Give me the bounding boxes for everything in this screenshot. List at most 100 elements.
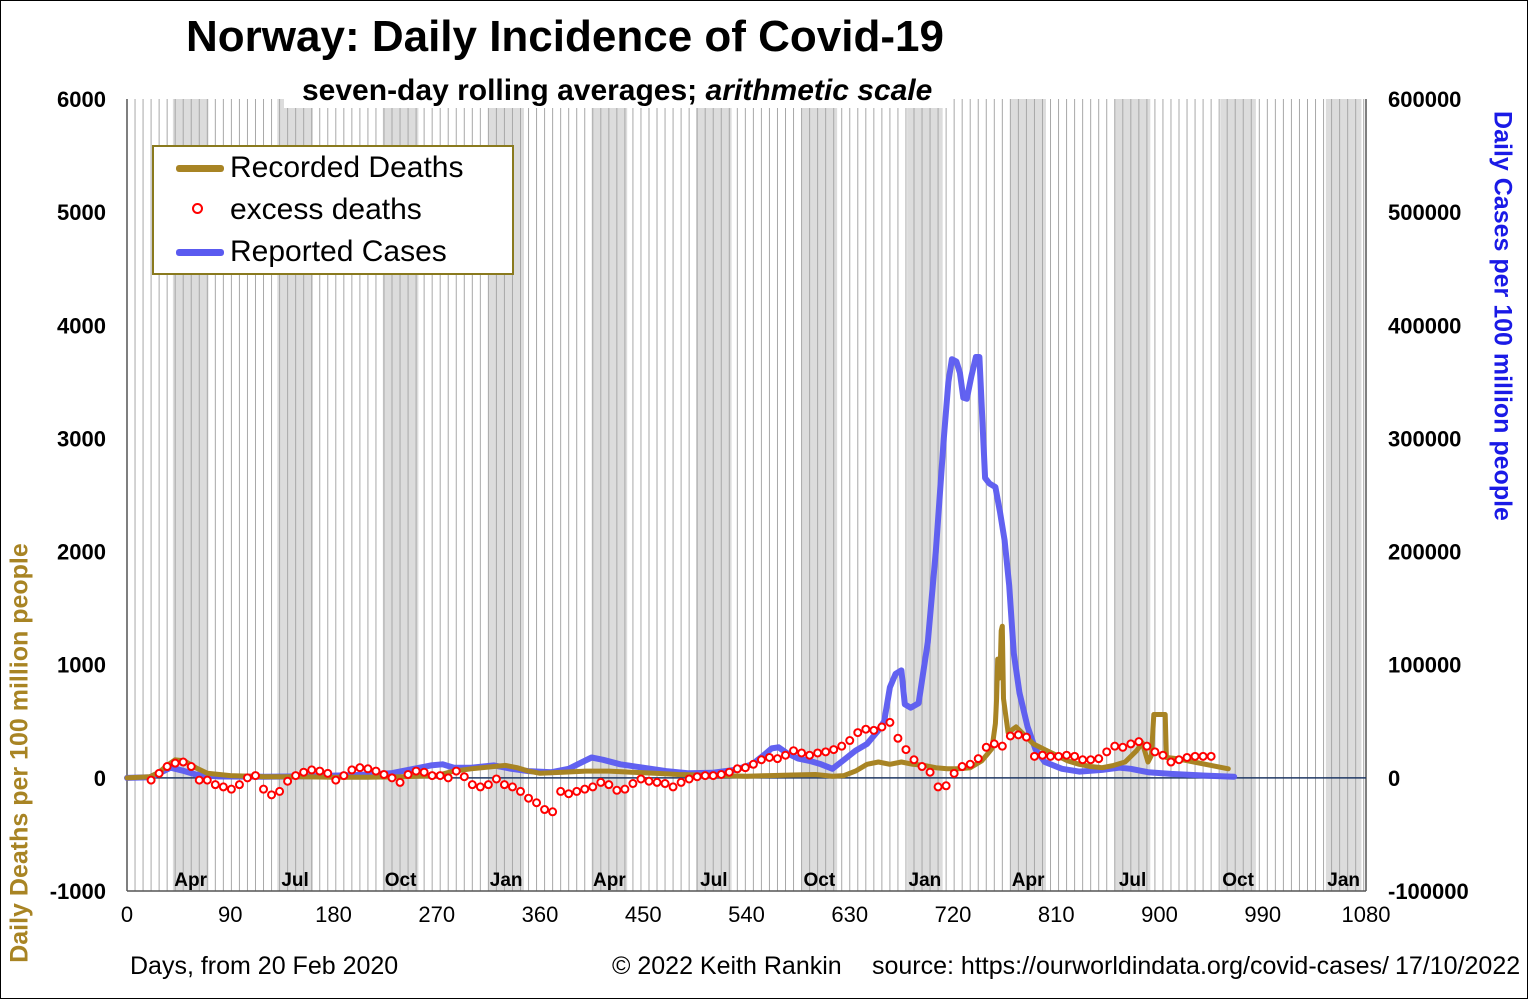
excess-deaths-point <box>580 784 590 794</box>
excess-deaths-point <box>162 762 172 772</box>
excess-deaths-point <box>588 782 598 792</box>
excess-deaths-point <box>660 779 670 789</box>
excess-deaths-point <box>628 779 638 789</box>
excess-deaths-point <box>170 758 180 768</box>
y-left-label-text: Daily Deaths per 100 million people <box>5 543 34 963</box>
y-tick-label-left: 6000 <box>57 87 106 112</box>
excess-deaths-point <box>291 771 301 781</box>
excess-deaths-point <box>572 786 582 796</box>
excess-deaths-point <box>371 766 381 776</box>
month-label: Oct <box>385 870 417 891</box>
month-label: Apr <box>174 870 207 891</box>
subtitle-main: seven-day rolling averages; <box>302 74 698 107</box>
excess-deaths-point <box>1029 751 1039 761</box>
legend-item-excess-deaths: excess deaths <box>154 191 512 231</box>
y-tick-label-right: 100000 <box>1388 653 1461 678</box>
excess-deaths-point <box>1094 754 1104 764</box>
month-label: Jan <box>1327 870 1360 891</box>
excess-deaths-point <box>893 733 903 743</box>
excess-deaths-point <box>307 765 317 775</box>
excess-deaths-point <box>724 767 734 777</box>
excess-deaths-point <box>933 782 943 792</box>
excess-deaths-point <box>805 750 815 760</box>
excess-deaths-point <box>283 776 293 786</box>
y-tick-label-right: 200000 <box>1388 540 1461 565</box>
month-label: Apr <box>1012 870 1045 891</box>
x-tick-label: 360 <box>522 902 559 927</box>
excess-deaths-point <box>837 741 847 751</box>
excess-deaths-point <box>267 790 277 800</box>
excess-deaths-point <box>861 724 871 734</box>
excess-deaths-point <box>1062 750 1072 760</box>
excess-deaths-point <box>885 717 895 727</box>
excess-deaths-point <box>612 785 622 795</box>
excess-deaths-point <box>941 781 951 791</box>
excess-deaths-point <box>419 767 429 777</box>
excess-deaths-point <box>178 757 188 767</box>
excess-deaths-point <box>242 773 252 783</box>
legend-item-recorded-deaths: Recorded Deaths <box>154 149 512 189</box>
x-tick-label: 0 <box>121 902 133 927</box>
excess-deaths-point <box>1005 731 1015 741</box>
y-tick-label-right: 600000 <box>1388 87 1461 112</box>
excess-deaths-point <box>1037 750 1047 760</box>
excess-deaths-point <box>331 775 341 785</box>
x-tick-label: 540 <box>728 902 765 927</box>
excess-deaths-point <box>323 768 333 778</box>
y-tick-label-left: -1000 <box>50 879 106 904</box>
excess-deaths-point <box>218 782 228 792</box>
excess-deaths-point <box>491 774 501 784</box>
excess-deaths-point <box>250 771 260 781</box>
excess-deaths-point <box>1158 750 1168 760</box>
month-band <box>1220 99 1256 891</box>
y-tick-label-left: 2000 <box>57 540 106 565</box>
excess-deaths-point <box>644 776 654 786</box>
excess-deaths-point <box>764 752 774 762</box>
excess-deaths-point <box>853 728 863 738</box>
excess-deaths-point <box>1086 755 1096 765</box>
excess-deaths-point <box>781 750 791 760</box>
excess-deaths-point <box>515 786 525 796</box>
excess-deaths-point <box>877 722 887 732</box>
excess-deaths-point <box>732 764 742 774</box>
excess-deaths-point <box>676 777 686 787</box>
x-tick-label: 450 <box>625 902 662 927</box>
excess-deaths-point <box>564 789 574 799</box>
excess-deaths-point <box>387 773 397 783</box>
excess-deaths-point <box>869 725 879 735</box>
excess-deaths-point <box>748 759 758 769</box>
excess-deaths-point <box>1174 755 1184 765</box>
y-tick-label-right: -100000 <box>1388 879 1469 904</box>
x-axis-label: Days, from 20 Feb 2020 <box>130 952 399 980</box>
excess-deaths-point <box>1198 751 1208 761</box>
y-axis-right-label: Daily Cases per 100 million people <box>1488 86 1528 546</box>
excess-deaths-point <box>499 780 509 790</box>
y-tick-label-right: 300000 <box>1388 426 1461 451</box>
excess-deaths-point <box>403 769 413 779</box>
excess-deaths-point <box>716 769 726 779</box>
excess-deaths-point <box>636 774 646 784</box>
excess-deaths-point <box>1118 742 1128 752</box>
y-tick-label-left: 5000 <box>57 200 106 225</box>
excess-deaths-point <box>821 747 831 757</box>
excess-deaths-point <box>901 745 911 755</box>
x-tick-label: 990 <box>1244 902 1281 927</box>
excess-deaths-point <box>1182 752 1192 762</box>
excess-deaths-point <box>315 766 325 776</box>
excess-deaths-point <box>845 736 855 746</box>
month-band <box>1010 99 1046 891</box>
date-text: 17/10/2022 <box>1395 952 1521 980</box>
month-label: Jan <box>909 870 942 891</box>
x-tick-label: 630 <box>831 902 868 927</box>
y-axis-left-label: Daily Deaths per 100 million people <box>0 518 40 988</box>
excess-deaths-point <box>692 772 702 782</box>
excess-deaths-point <box>540 805 550 815</box>
excess-deaths-point <box>813 748 823 758</box>
excess-deaths-point <box>708 771 718 781</box>
month-label: Jan <box>490 870 523 891</box>
excess-deaths-point <box>1134 737 1144 747</box>
chart-legend: Recorded Deaths excess deaths Reported C… <box>152 145 514 275</box>
legend-label: Recorded Deaths <box>230 151 464 184</box>
y-right-label-text: Daily Cases per 100 million people <box>1488 111 1517 521</box>
